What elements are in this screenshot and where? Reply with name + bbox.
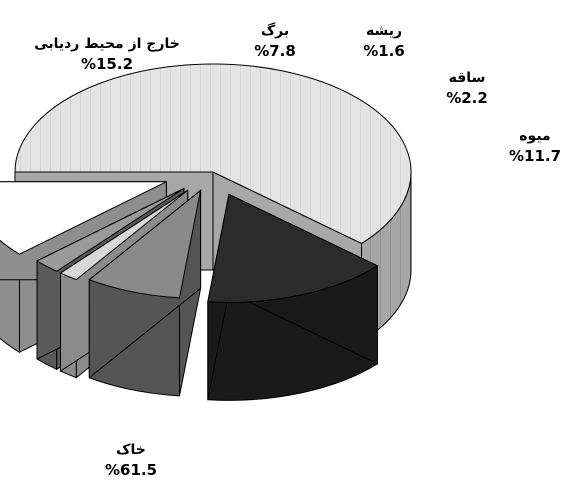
slice-label: ریشه (365, 23, 403, 39)
pie-slice (207, 193, 379, 401)
slice-percent: %11.7 (508, 147, 562, 165)
pie-slice (88, 189, 202, 397)
slice-percent: %1.6 (363, 42, 405, 60)
label-outside-tracking: خارج از محیط ردیابی %15.2 (34, 34, 180, 74)
slice-top (88, 189, 202, 299)
label-miveh: میوه %11.7 (509, 126, 561, 166)
slice-top (59, 189, 188, 281)
slice-percent: %7.8 (254, 42, 296, 60)
slice-label: میوه (519, 128, 551, 144)
slice-top (14, 63, 412, 244)
label-risheh: ریشه %1.6 (363, 21, 405, 61)
slice-label: برگ (260, 23, 290, 39)
label-saqeh: ساقه %2.2 (446, 68, 488, 108)
slice-top (35, 188, 185, 272)
label-barg: برگ %7.8 (254, 21, 296, 61)
slice-percent: %15.2 (80, 55, 134, 73)
slice-top (207, 193, 379, 303)
label-khak: خاک %61.5 (105, 440, 157, 480)
slice-label: خارج از محیط ردیابی (34, 36, 180, 52)
slice-top (0, 181, 167, 255)
slice-label: ساقه (448, 70, 486, 86)
slice-percent: %2.2 (446, 89, 488, 107)
slice-percent: %61.5 (104, 461, 158, 479)
slice-label: خاک (116, 442, 146, 458)
